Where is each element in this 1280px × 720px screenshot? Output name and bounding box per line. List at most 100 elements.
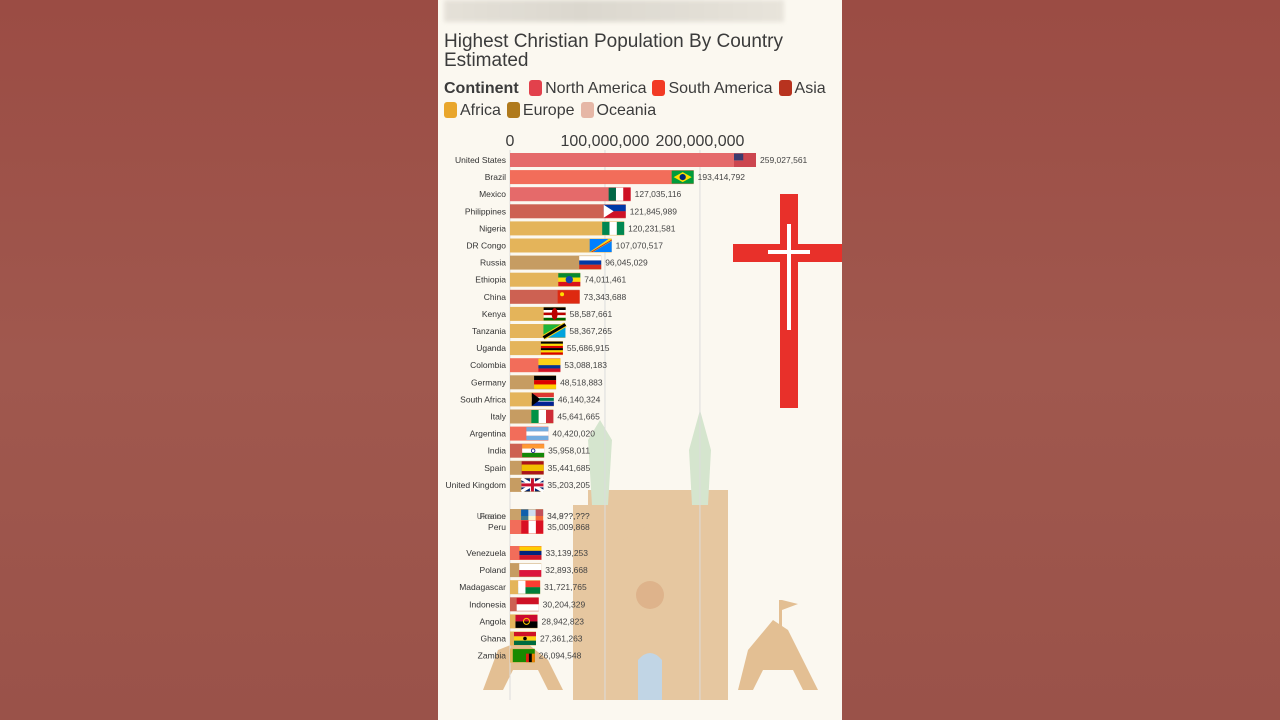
legend-item-north-america: North America xyxy=(529,78,646,100)
legend-label: Oceania xyxy=(596,102,657,119)
bar-row-poland: Poland 32,893,668 xyxy=(480,563,588,578)
value-label: 46,140,324 xyxy=(558,394,601,404)
value-label: 193,414,792 xyxy=(698,172,746,182)
bar-row-france: France 34,8??,??? xyxy=(480,509,590,523)
bar-row-madagascar: Madagascar 31,721,765 xyxy=(459,580,587,595)
cathedral-door xyxy=(638,653,662,700)
bar-row-peru: Peru 35,009,868 xyxy=(488,520,590,534)
bar xyxy=(510,204,626,219)
value-label: 35,958,011 xyxy=(548,446,590,456)
value-label: 58,367,265 xyxy=(569,326,612,336)
legend-title: Continent xyxy=(444,80,519,97)
flag-colombia xyxy=(538,358,561,372)
value-label: 58,587,661 xyxy=(570,309,613,319)
legend-item-oceania: Oceania xyxy=(580,100,657,122)
bar-row-china: China 73,343,688 xyxy=(484,289,626,304)
flag-peru xyxy=(521,520,544,534)
country-label: Uganda xyxy=(476,343,506,353)
bar-row-south-africa: South Africa 46,140,324 xyxy=(460,392,601,407)
value-label: 26,094,548 xyxy=(539,651,582,661)
bar-row-dr-congo: DR Congo 107,070,517 xyxy=(466,238,663,253)
legend-swatch xyxy=(506,102,520,118)
legend-label: Africa xyxy=(460,102,501,119)
legend-swatch xyxy=(529,80,543,96)
country-label: Kenya xyxy=(482,309,506,319)
flag-france xyxy=(521,509,544,523)
bar-row-united-kingdom: United Kingdom 35,203,205 xyxy=(446,477,590,493)
bar-row-nigeria: Nigeria 120,231,581 xyxy=(479,221,676,236)
legend-swatch xyxy=(444,102,457,118)
legend-label: Europe xyxy=(522,102,575,119)
value-label: 34,9??,??? xyxy=(547,511,590,521)
value-label: 259,027,561 xyxy=(760,155,808,165)
flag-italy xyxy=(531,410,554,423)
bar xyxy=(510,255,602,270)
value-label: 74,011,461 xyxy=(584,275,626,285)
value-label: 45,641,665 xyxy=(557,412,600,422)
flag-argentina xyxy=(526,427,549,441)
bar-row-philippines: Philippines 121,845,989 xyxy=(465,204,677,219)
horseman-icon xyxy=(738,620,818,690)
legend-swatch xyxy=(778,80,792,96)
flag-indonesia xyxy=(516,597,539,611)
legend-swatch xyxy=(652,80,666,96)
flag-china xyxy=(557,290,580,304)
cross-inner-bar xyxy=(768,250,810,254)
country-label: India xyxy=(488,446,507,456)
country-label: Germany xyxy=(471,377,507,387)
bar xyxy=(510,153,756,167)
flag-germany xyxy=(534,375,557,389)
country-label: Tanzania xyxy=(472,326,506,336)
bar-chart: 0 100,000,000 200,000,000 United States 259,… xyxy=(446,133,818,700)
flag-uk xyxy=(520,477,545,493)
value-label: 28,942,823 xyxy=(541,616,584,626)
bar-row-united-states: United States 259,027,561 xyxy=(455,153,808,167)
country-label: Philippines xyxy=(465,206,506,216)
x-tick-label: 100,000,000 xyxy=(560,133,649,150)
blurred-header-strip xyxy=(444,0,784,22)
legend-swatch xyxy=(580,102,594,118)
legend-item-europe: Europe xyxy=(506,100,575,122)
flag-ghana xyxy=(513,632,536,645)
country-label: Venezuela xyxy=(466,548,506,558)
background-left xyxy=(0,0,438,720)
right-tower xyxy=(670,505,720,700)
country-label: Brazil xyxy=(485,172,506,182)
legend-item-asia: Asia xyxy=(778,78,826,100)
country-label: Indonesia xyxy=(469,599,506,609)
bar-row-ghana: Ghana 27,361,263 xyxy=(480,631,583,646)
legend-label: South America xyxy=(668,80,773,97)
value-label: 27,361,263 xyxy=(540,634,583,644)
country-label: France xyxy=(480,511,507,521)
bar xyxy=(510,170,694,185)
flag-tanzania xyxy=(542,322,567,340)
bar-row-italy: Italy 45,641,665 xyxy=(490,409,600,424)
flag-uganda xyxy=(540,341,563,355)
country-label: Angola xyxy=(480,616,507,626)
country-label: Spain xyxy=(484,463,506,473)
legend-label: Asia xyxy=(794,80,826,97)
flag-angola xyxy=(515,614,538,628)
left-tower xyxy=(573,505,617,700)
bar-row-colombia: Colombia 53,088,183 xyxy=(470,358,607,373)
flag-poland xyxy=(519,563,542,577)
bar-row-spain: Spain 35,441,685 xyxy=(484,460,590,475)
value-label: 40,420,020 xyxy=(552,429,595,439)
country-label: Madagascar xyxy=(459,582,506,592)
bar-row-angola: Angola 28,942,823 xyxy=(480,614,584,629)
value-label: 55,686,915 xyxy=(567,343,610,353)
country-label: Poland xyxy=(480,565,507,575)
bar-row-india: India 35,958,011 xyxy=(488,443,590,458)
bar-row-mexico: Mexico 127,035,116 xyxy=(479,187,682,202)
country-label: China xyxy=(484,292,506,302)
flag-nigeria xyxy=(602,221,625,235)
legend-label: North America xyxy=(545,80,647,97)
flag-madagascar xyxy=(518,580,541,594)
value-label: 30,204,329 xyxy=(543,599,586,609)
flag-ethiopia xyxy=(558,273,581,287)
left-spire xyxy=(588,420,612,505)
banner xyxy=(782,600,798,610)
bar xyxy=(510,221,625,236)
bar-row-brazil: Brazil 193,414,792 xyxy=(485,170,746,185)
country-label: Ghana xyxy=(480,634,506,644)
